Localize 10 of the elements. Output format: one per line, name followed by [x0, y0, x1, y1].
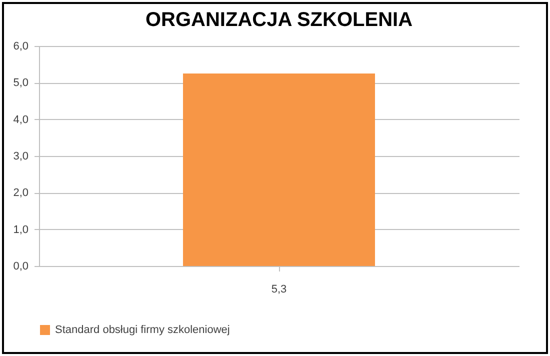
y-tick-label: 0,0 — [13, 260, 28, 272]
y-tick-label: 3,0 — [13, 150, 28, 162]
chart-title: ORGANIZACJA SZKOLENIA — [145, 9, 413, 31]
legend-label: Standard obsługi firmy szkoleniowej — [55, 324, 230, 336]
y-tick-label: 6,0 — [13, 40, 28, 52]
y-tick-label: 4,0 — [13, 114, 28, 126]
x-tick-label: 5,3 — [271, 284, 287, 296]
y-tick-label: 5,0 — [13, 77, 28, 90]
y-tick-label: 1,0 — [13, 224, 28, 236]
y-tick-label: 2,0 — [13, 187, 28, 200]
